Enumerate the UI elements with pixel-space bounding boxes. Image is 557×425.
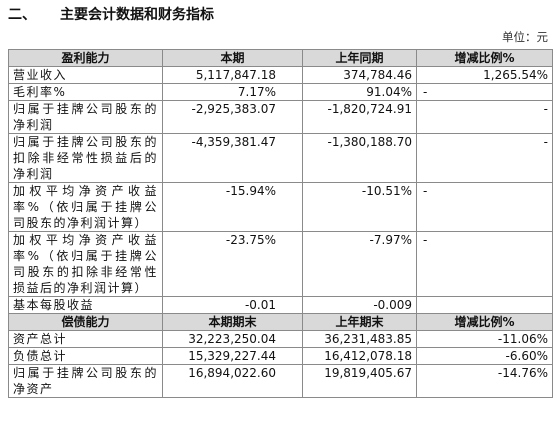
cell: -11.06% bbox=[416, 330, 553, 348]
cell: - bbox=[416, 100, 553, 134]
cell: 36,231,483.85 bbox=[302, 330, 417, 348]
header-cell: 本期 bbox=[162, 49, 303, 67]
cell: 归属于挂牌公司股东的扣除非经常性损益后的净利润 bbox=[8, 133, 163, 183]
cell: 374,784.46 bbox=[302, 66, 417, 84]
data-row: 加权平均净资产收益率%（依归属于挂牌公司股东的净利润计算） -15.94% -10.… bbox=[8, 182, 553, 232]
section-number: 二、 bbox=[8, 7, 36, 23]
cell: 基本每股收益 bbox=[8, 296, 163, 314]
unit-label: 单位：元 bbox=[502, 30, 548, 44]
cell: 7.17% bbox=[162, 83, 303, 101]
data-row: 加权平均净资产收益率%（依归属于挂牌公司股东的扣除非经常性损益后的净利润计算） -… bbox=[8, 231, 553, 297]
cell: 91.04% bbox=[302, 83, 417, 101]
data-row: 归属于挂牌公司股东的净利润 -2,925,383.07 -1,820,724.91- bbox=[8, 100, 553, 134]
cell: 归属于挂牌公司股东的净利润 bbox=[8, 100, 163, 134]
data-row: 基本每股收益 -0.01 -0.009 bbox=[8, 296, 553, 314]
cell: -7.97% bbox=[302, 231, 417, 297]
cell: 1,265.54% bbox=[416, 66, 553, 84]
cell: -15.94% bbox=[162, 182, 303, 232]
cell: 32,223,250.04 bbox=[162, 330, 303, 348]
cell: -0.01 bbox=[162, 296, 303, 314]
header-cell: 增减比例% bbox=[416, 313, 553, 331]
financial-table: 盈利能力 本期 上年同期 增减比例% 营业收入 5,117,847.18 374,784.4… bbox=[8, 49, 553, 398]
cell: 加权平均净资产收益率%（依归属于挂牌公司股东的净利润计算） bbox=[8, 182, 163, 232]
cell: - bbox=[416, 83, 553, 101]
cell: -4,359,381.47 bbox=[162, 133, 303, 183]
header-cell: 偿债能力 bbox=[8, 313, 163, 331]
data-row: 归属于挂牌公司股东的净资产 16,894,022.60 19,819,405.67-… bbox=[8, 364, 553, 398]
cell: 16,412,078.18 bbox=[302, 347, 417, 365]
cell: 16,894,022.60 bbox=[162, 364, 303, 398]
cell: 营业收入 bbox=[8, 66, 163, 84]
data-row: 资产总计 32,223,250.04 36,231,483.85 -11.06% bbox=[8, 330, 553, 348]
header-cell: 盈利能力 bbox=[8, 49, 163, 67]
header-row: 盈利能力 本期 上年同期 增减比例% bbox=[8, 49, 553, 67]
header-cell: 增减比例% bbox=[416, 49, 553, 67]
header-cell: 上年期末 bbox=[302, 313, 417, 331]
section-title: 主要会计数据和财务指标 bbox=[60, 7, 214, 23]
cell: - bbox=[416, 182, 553, 232]
cell: -0.009 bbox=[302, 296, 417, 314]
cell: 负债总计 bbox=[8, 347, 163, 365]
data-row: 负债总计 15,329,227.44 16,412,078.18 -6.60% bbox=[8, 347, 553, 365]
cell: -14.76% bbox=[416, 364, 553, 398]
cell: - bbox=[416, 231, 553, 297]
cell: -10.51% bbox=[302, 182, 417, 232]
cell: 19,819,405.67 bbox=[302, 364, 417, 398]
cell bbox=[416, 296, 553, 314]
data-row: 归属于挂牌公司股东的扣除非经常性损益后的净利润 -4,359,381.47 -1,3… bbox=[8, 133, 553, 183]
cell: 归属于挂牌公司股东的净资产 bbox=[8, 364, 163, 398]
cell: -2,925,383.07 bbox=[162, 100, 303, 134]
cell: 5,117,847.18 bbox=[162, 66, 303, 84]
cell: -6.60% bbox=[416, 347, 553, 365]
header-cell: 上年同期 bbox=[302, 49, 417, 67]
cell: -1,820,724.91 bbox=[302, 100, 417, 134]
cell: -23.75% bbox=[162, 231, 303, 297]
header-row: 偿债能力 本期期末 上年期末 增减比例% bbox=[8, 313, 553, 331]
cell: 资产总计 bbox=[8, 330, 163, 348]
cell: 加权平均净资产收益率%（依归属于挂牌公司股东的扣除非经常性损益后的净利润计算） bbox=[8, 231, 163, 297]
data-row: 毛利率% 7.17% 91.04% - bbox=[8, 83, 553, 101]
cell: 15,329,227.44 bbox=[162, 347, 303, 365]
header-cell: 本期期末 bbox=[162, 313, 303, 331]
cell: -1,380,188.70 bbox=[302, 133, 417, 183]
cell: - bbox=[416, 133, 553, 183]
cell: 毛利率% bbox=[8, 83, 163, 101]
data-row: 营业收入 5,117,847.18 374,784.46 1,265.54% bbox=[8, 66, 553, 84]
